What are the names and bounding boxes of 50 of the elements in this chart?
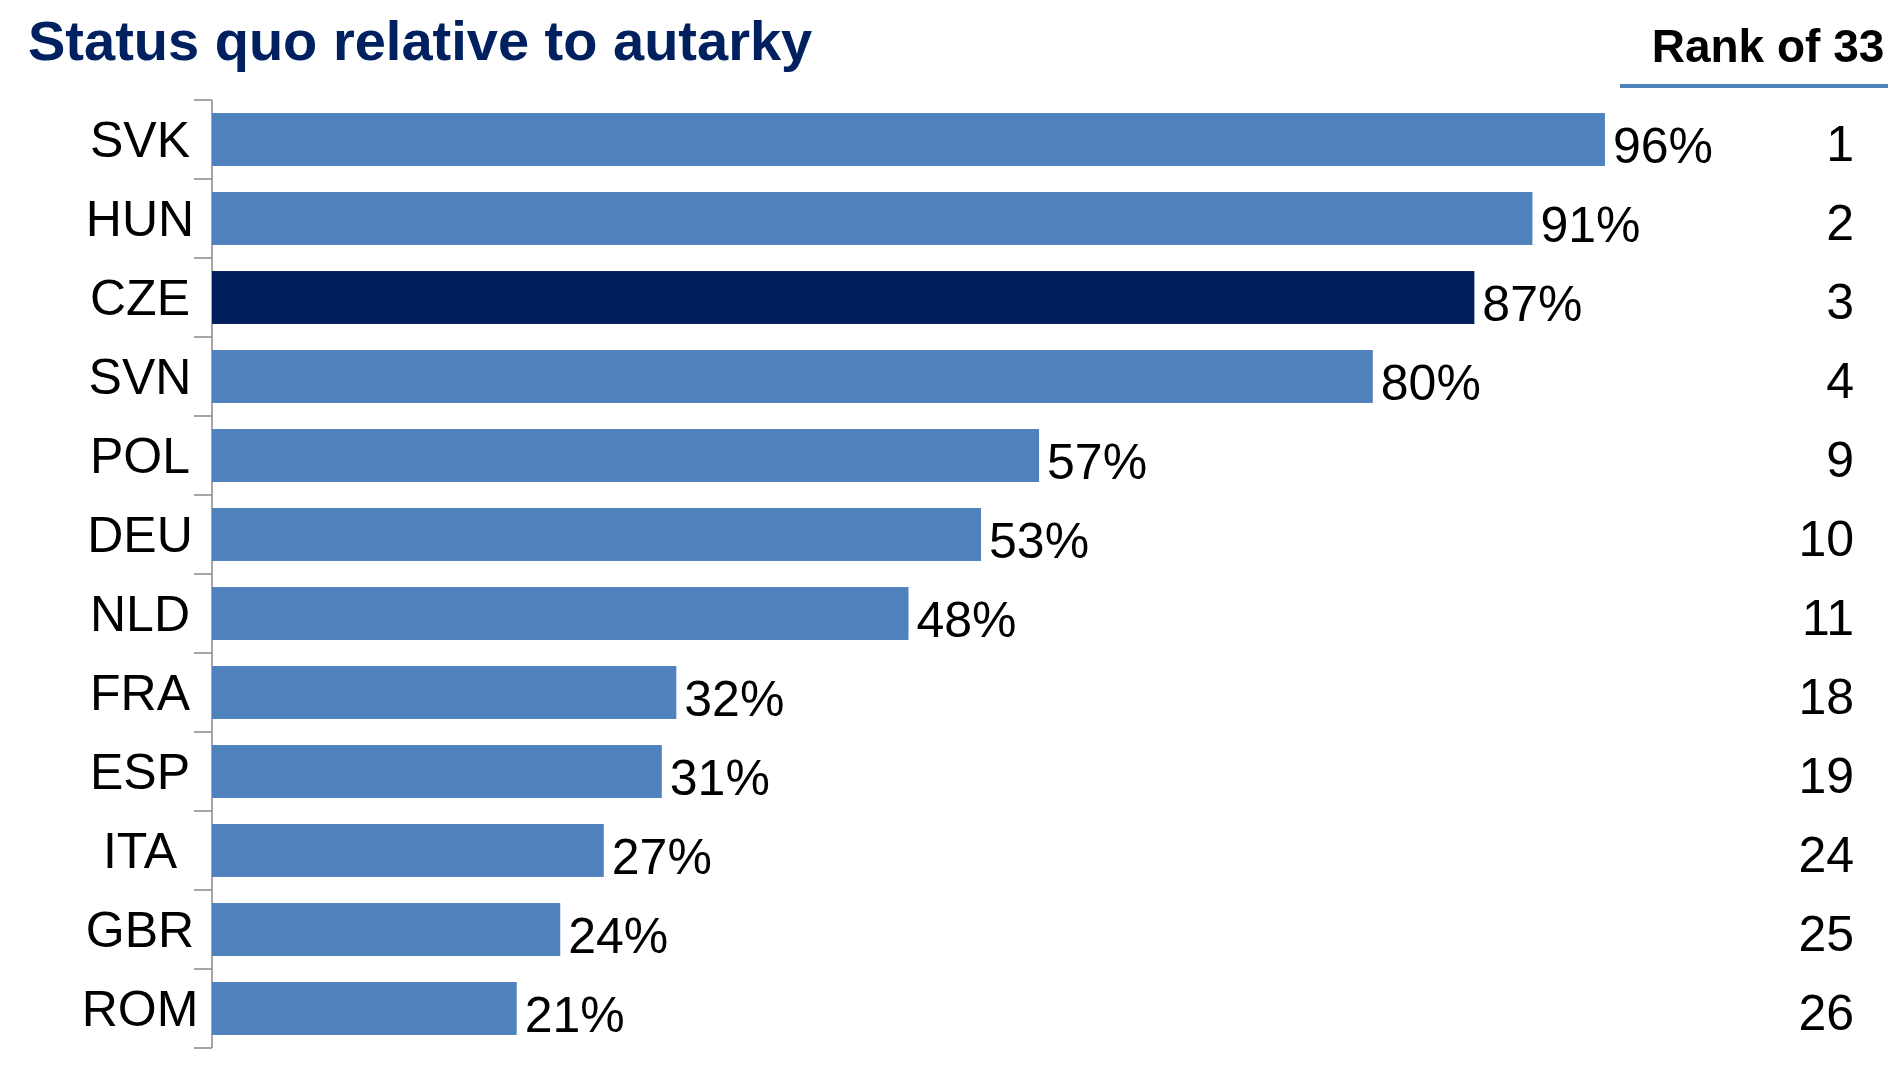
- data-label: 48%: [916, 592, 1017, 648]
- y-tick-label: SVN: [88, 349, 192, 405]
- bar: [212, 271, 1475, 324]
- y-tick-label: ROM: [81, 981, 199, 1037]
- text: Rank of 33: [1651, 20, 1885, 72]
- y-tick-label: ESP: [89, 744, 191, 800]
- bar: [212, 745, 662, 798]
- text: 19: [1798, 748, 1854, 804]
- data-label: 21%: [524, 987, 625, 1043]
- text: 26: [1798, 985, 1854, 1041]
- data-label: 31%: [669, 750, 770, 806]
- data-label: 96%: [1612, 118, 1714, 174]
- data-label: 24%: [568, 908, 669, 964]
- text: 2: [1826, 195, 1854, 251]
- y-tick-label: GBR: [85, 902, 195, 958]
- text: 1: [1826, 116, 1854, 172]
- bar: [212, 587, 909, 640]
- data-label: 80%: [1380, 355, 1481, 411]
- data-label: 57%: [1047, 434, 1148, 490]
- data-label: 32%: [684, 671, 785, 727]
- text: 10: [1798, 511, 1854, 567]
- text: 18: [1798, 669, 1854, 725]
- text: 4: [1826, 353, 1854, 409]
- text: 24: [1798, 827, 1854, 883]
- y-tick-label: NLD: [89, 586, 191, 642]
- bar: [212, 192, 1533, 245]
- text: 25: [1798, 906, 1854, 962]
- y-tick-label: POL: [89, 428, 191, 484]
- bar: [212, 982, 517, 1035]
- data-label: 53%: [989, 513, 1090, 569]
- data-label: 87%: [1482, 276, 1583, 332]
- bar: [212, 508, 982, 561]
- y-tick-label: CZE: [90, 270, 190, 326]
- bar: [212, 113, 1605, 166]
- bar: [212, 350, 1373, 403]
- text: 9: [1826, 432, 1854, 488]
- text: 11: [1802, 590, 1854, 646]
- y-tick-label: ITA: [102, 823, 178, 879]
- bar: [212, 666, 677, 719]
- bar: [212, 903, 561, 956]
- bar: [212, 824, 604, 877]
- text: 3: [1826, 274, 1854, 330]
- bar: [212, 429, 1040, 482]
- chart-title: Status quo relative to autarky: [28, 9, 813, 72]
- data-label: 91%: [1540, 197, 1641, 253]
- y-tick-label: HUN: [85, 191, 195, 247]
- data-label: 27%: [611, 829, 712, 885]
- y-tick-label: DEU: [87, 507, 193, 563]
- y-tick-label: FRA: [90, 665, 191, 721]
- y-tick-label: SVK: [89, 112, 191, 168]
